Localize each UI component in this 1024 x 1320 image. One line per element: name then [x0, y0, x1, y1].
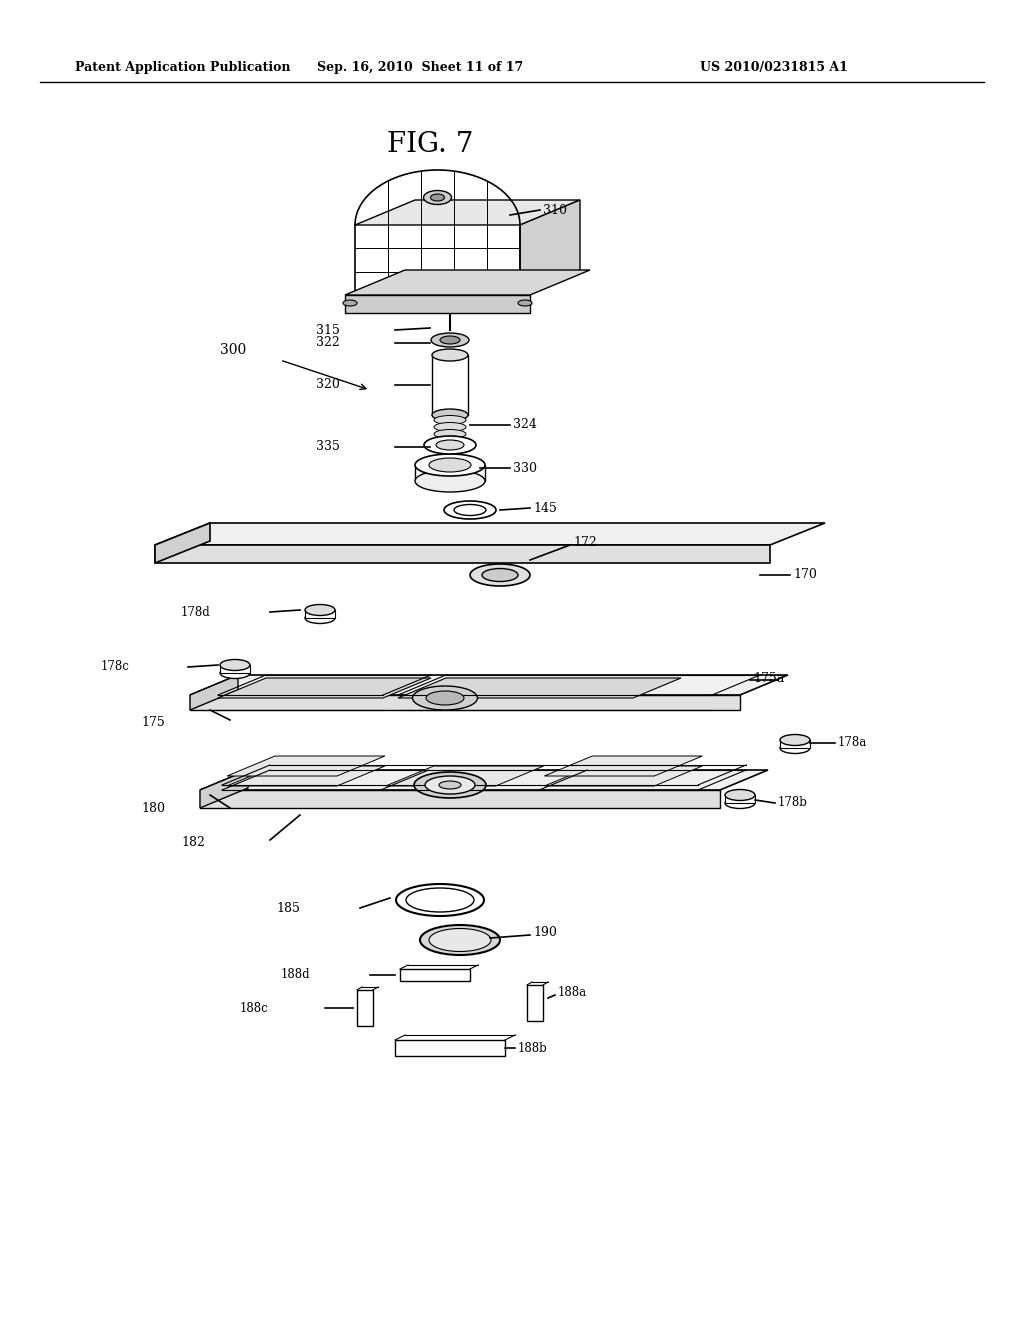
Ellipse shape — [432, 409, 468, 421]
Polygon shape — [190, 675, 238, 710]
Text: 175a: 175a — [753, 672, 784, 685]
Ellipse shape — [396, 884, 484, 916]
Bar — [415, 465, 485, 480]
Bar — [432, 355, 468, 414]
Text: 172: 172 — [573, 536, 597, 549]
Ellipse shape — [343, 300, 357, 306]
Text: 324: 324 — [513, 418, 537, 432]
Ellipse shape — [725, 797, 755, 808]
Text: 310: 310 — [543, 203, 567, 216]
Ellipse shape — [220, 660, 250, 671]
Ellipse shape — [440, 337, 460, 345]
Text: 145: 145 — [534, 502, 557, 515]
Ellipse shape — [429, 928, 490, 952]
Bar — [400, 969, 470, 981]
Polygon shape — [345, 271, 590, 294]
Ellipse shape — [432, 348, 468, 360]
Text: 322: 322 — [316, 337, 340, 350]
Text: FIG. 7: FIG. 7 — [387, 132, 473, 158]
Text: 188b: 188b — [518, 1041, 548, 1055]
Ellipse shape — [780, 734, 810, 746]
Ellipse shape — [482, 569, 518, 582]
Polygon shape — [155, 545, 770, 564]
Ellipse shape — [518, 300, 532, 306]
Ellipse shape — [725, 789, 755, 800]
Ellipse shape — [431, 333, 469, 347]
Ellipse shape — [424, 190, 452, 205]
Ellipse shape — [426, 690, 464, 705]
Ellipse shape — [220, 668, 250, 678]
Text: Sep. 16, 2010  Sheet 11 of 17: Sep. 16, 2010 Sheet 11 of 17 — [316, 62, 523, 74]
Polygon shape — [355, 201, 580, 224]
Ellipse shape — [415, 454, 485, 477]
Bar — [395, 1040, 505, 1056]
Polygon shape — [386, 766, 544, 785]
Ellipse shape — [430, 194, 444, 201]
Polygon shape — [545, 766, 702, 785]
Text: 330: 330 — [513, 462, 537, 474]
Text: 320: 320 — [316, 379, 340, 392]
Text: 188a: 188a — [558, 986, 587, 999]
Ellipse shape — [424, 436, 476, 454]
Bar — [527, 985, 543, 1020]
Text: 178d: 178d — [180, 606, 210, 619]
Polygon shape — [227, 756, 385, 776]
Text: 188c: 188c — [240, 1002, 268, 1015]
Ellipse shape — [434, 416, 466, 425]
Polygon shape — [520, 201, 580, 294]
Polygon shape — [190, 696, 740, 710]
Bar — [305, 610, 335, 618]
Polygon shape — [200, 770, 768, 789]
Text: 178a: 178a — [838, 735, 867, 748]
Polygon shape — [190, 675, 788, 696]
Text: 315: 315 — [316, 323, 340, 337]
Ellipse shape — [434, 429, 466, 438]
Ellipse shape — [780, 742, 810, 754]
Polygon shape — [200, 770, 248, 808]
Bar — [220, 665, 250, 673]
Ellipse shape — [425, 776, 475, 795]
Bar — [725, 795, 755, 803]
Ellipse shape — [429, 458, 471, 473]
Polygon shape — [200, 789, 720, 808]
Ellipse shape — [420, 925, 500, 954]
Ellipse shape — [415, 470, 485, 492]
Polygon shape — [227, 766, 385, 785]
Text: 335: 335 — [316, 441, 340, 454]
Polygon shape — [545, 756, 702, 776]
Polygon shape — [398, 678, 681, 698]
Text: 190: 190 — [534, 927, 557, 940]
Ellipse shape — [434, 422, 466, 432]
Text: 175: 175 — [141, 717, 165, 730]
Bar — [780, 741, 810, 748]
Text: 180: 180 — [141, 801, 165, 814]
Ellipse shape — [305, 612, 335, 623]
Polygon shape — [155, 523, 210, 564]
Text: 178b: 178b — [778, 796, 808, 808]
Polygon shape — [155, 523, 825, 545]
Text: US 2010/0231815 A1: US 2010/0231815 A1 — [700, 62, 848, 74]
Text: 182: 182 — [181, 837, 205, 850]
Bar — [357, 990, 373, 1026]
Polygon shape — [218, 678, 431, 698]
Text: 170: 170 — [793, 569, 817, 582]
Text: Patent Application Publication: Patent Application Publication — [75, 62, 291, 74]
Ellipse shape — [436, 440, 464, 450]
Ellipse shape — [470, 564, 530, 586]
Ellipse shape — [413, 686, 477, 710]
Polygon shape — [345, 294, 530, 313]
Ellipse shape — [305, 605, 335, 615]
Text: 178c: 178c — [101, 660, 130, 673]
Ellipse shape — [439, 781, 461, 789]
Ellipse shape — [414, 772, 486, 799]
Text: 185: 185 — [276, 902, 300, 915]
Text: 188d: 188d — [281, 969, 310, 982]
Text: 300: 300 — [220, 343, 246, 356]
